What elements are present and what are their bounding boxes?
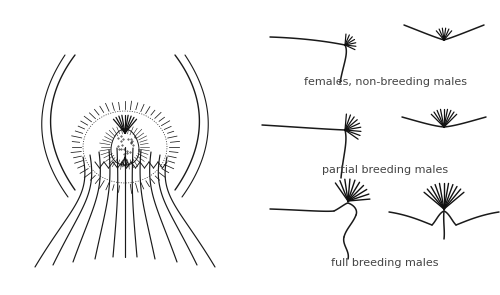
Text: full breeding males: full breeding males: [331, 258, 439, 268]
Text: females, non-breeding males: females, non-breeding males: [304, 77, 466, 87]
Text: partial breeding males: partial breeding males: [322, 165, 448, 175]
